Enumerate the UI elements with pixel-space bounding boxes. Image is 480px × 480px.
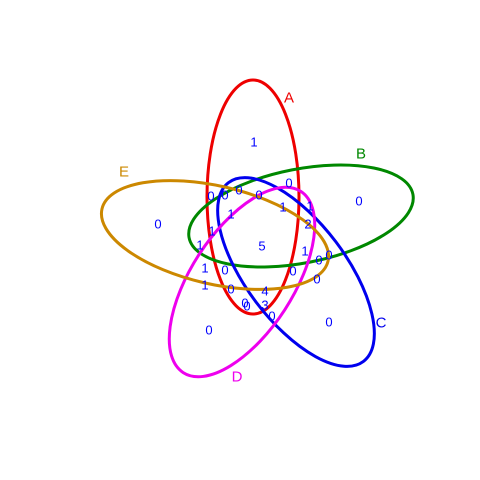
region-count-bde: 0 (221, 188, 228, 203)
region-count-abc: 0 (255, 188, 262, 203)
set-labels: A B C D E (119, 90, 387, 386)
region-count-abde: 4 (261, 284, 268, 299)
set-b-label: B (356, 146, 366, 163)
region-count-bcde: 0 (268, 309, 275, 324)
region-count-ad: 0 (289, 264, 296, 279)
region-count-abe: 1 (227, 207, 234, 222)
region-count-e: 0 (154, 217, 161, 232)
region-count-ade: 0 (221, 263, 228, 278)
region-count-ab: 0 (285, 176, 292, 191)
set-e-ellipse (99, 179, 331, 291)
region-count-abd: 1 (301, 244, 308, 259)
region-count-ace: 1 (201, 278, 208, 293)
set-c-label: C (376, 315, 387, 332)
region-count-bc: 0 (325, 248, 332, 263)
region-count-ac: 0 (235, 183, 242, 198)
set-d-ellipse (167, 185, 317, 379)
set-d-label: D (232, 369, 243, 386)
region-count-ce: 1 (201, 261, 208, 276)
set-b-ellipse (187, 163, 415, 269)
set-a-ellipse (205, 78, 301, 316)
region-count-bcd: 0 (313, 272, 320, 287)
region-count-abcd: 2 (304, 217, 311, 232)
region-count-abcde: 5 (258, 239, 265, 254)
region-count-bce: 1 (306, 199, 313, 214)
region-count-ae: 0 (207, 189, 214, 204)
region-count-c: 0 (325, 315, 332, 330)
region-count-be: 1 (208, 224, 215, 239)
region-count-cde: 0 (241, 296, 248, 311)
region-count-bd: 0 (315, 253, 322, 268)
set-e-label: E (119, 164, 129, 181)
region-count-abce: 1 (279, 200, 286, 215)
set-a-label: A (284, 90, 294, 107)
region-count-b: 0 (355, 194, 362, 209)
region-count-d: 0 (205, 323, 212, 338)
region-count-cd: 0 (243, 299, 250, 314)
region-count-acd: 0 (227, 282, 234, 297)
region-count-acde: 3 (261, 298, 268, 313)
set-ellipses (99, 78, 415, 379)
set-c-ellipse (216, 176, 376, 368)
region-count-de: 1 (196, 238, 203, 253)
region-count-a: 1 (250, 135, 257, 150)
